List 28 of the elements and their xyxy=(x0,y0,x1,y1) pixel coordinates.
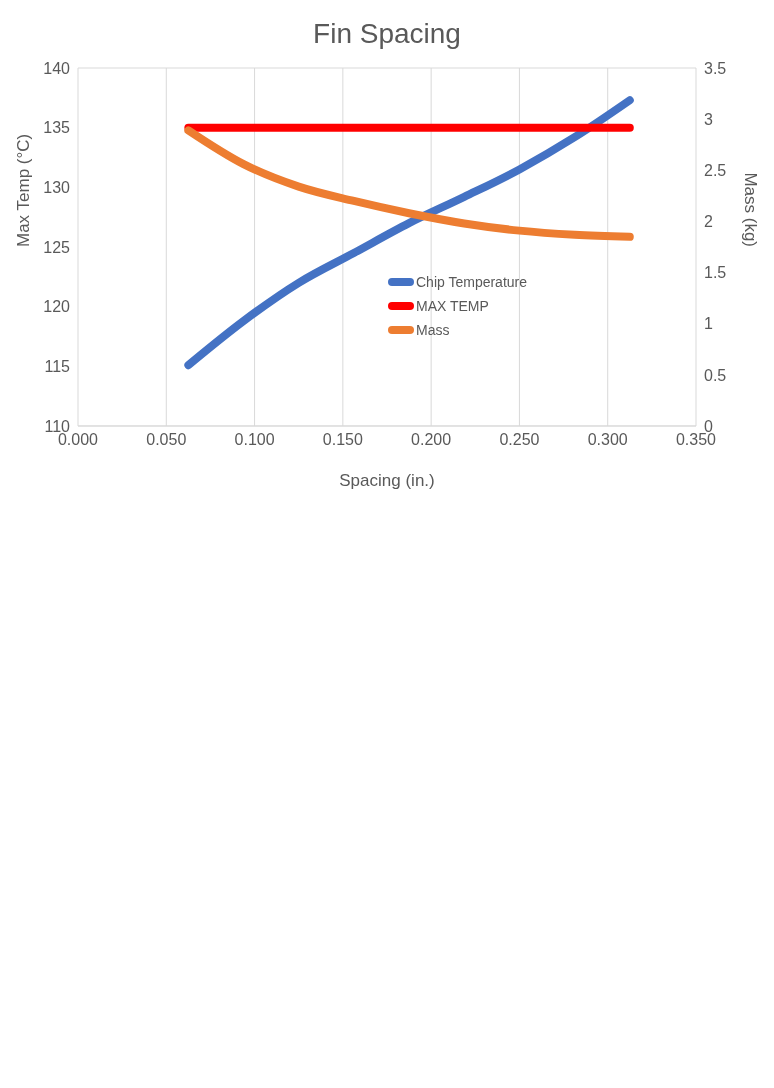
y-tick-label: 115 xyxy=(44,358,71,376)
y2-tick-label: 0.5 xyxy=(704,366,727,384)
x-tick-label: 0.050 xyxy=(146,431,187,449)
legend-label: Mass xyxy=(416,322,450,338)
x-tick-label: 0.250 xyxy=(499,431,540,449)
y2-axis-title: Mass (kg) xyxy=(740,172,760,247)
y2-tick-label: 3 xyxy=(704,110,713,128)
legend-label: Chip Temperature xyxy=(416,274,528,290)
y-tick-label: 125 xyxy=(43,238,71,256)
x-tick-label: 0.300 xyxy=(587,431,628,449)
y-tick-label: 130 xyxy=(43,179,71,197)
y2-tick-label: 1 xyxy=(704,315,713,333)
y-axis-title: Max Temp (°C) xyxy=(14,133,34,247)
x-tick-label: 0.100 xyxy=(234,431,275,449)
x-axis-title: Spacing (in.) xyxy=(339,471,435,490)
x-tick-label: 0.000 xyxy=(57,431,99,449)
y2-tick-label: 3.5 xyxy=(704,59,727,77)
x-tick-label: 0.350 xyxy=(675,431,717,449)
x-tick-label: 0.200 xyxy=(411,431,452,449)
y2-tick-label: 1.5 xyxy=(704,264,727,282)
y2-tick-label: 2 xyxy=(704,213,713,231)
chart-title: Fin Spacing xyxy=(312,18,462,50)
y-tick-label: 140 xyxy=(43,59,71,77)
y-tick-label: 120 xyxy=(43,298,71,316)
y2-tick-label: 2.5 xyxy=(704,161,727,179)
legend-label: MAX TEMP xyxy=(416,298,489,314)
x-tick-label: 0.150 xyxy=(322,431,363,449)
y-tick-label: 135 xyxy=(43,119,71,137)
